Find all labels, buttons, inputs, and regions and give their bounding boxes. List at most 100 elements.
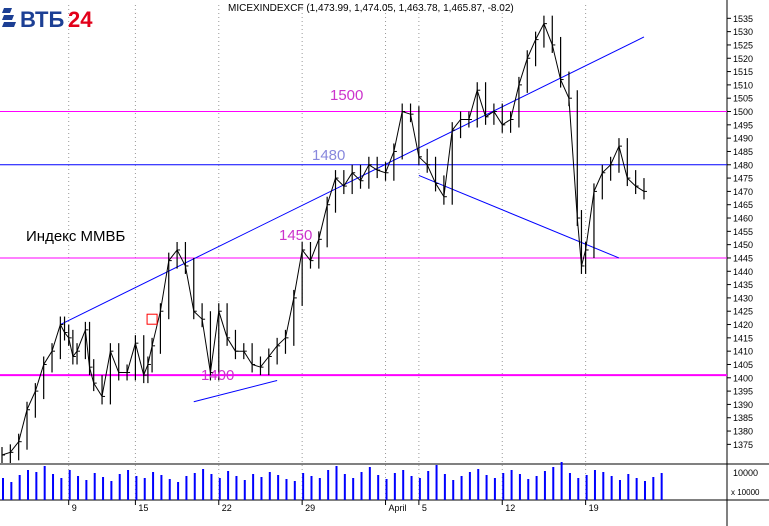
volume-bar xyxy=(93,473,96,500)
volume-bar xyxy=(618,480,621,500)
y-tick-label: 1435 xyxy=(733,280,753,290)
volume-bar xyxy=(193,473,196,500)
volume-bar xyxy=(502,473,505,500)
volume-bar xyxy=(285,479,288,500)
volume-bar xyxy=(135,476,138,500)
volume-bar xyxy=(410,476,413,500)
volume-bar xyxy=(568,473,571,500)
volume-bar xyxy=(235,476,238,500)
volume-bar xyxy=(377,475,380,500)
y-tick-label: 1415 xyxy=(733,333,753,343)
level-1400-label: 1400 xyxy=(201,367,235,384)
volume-bar xyxy=(527,479,530,500)
volume-bar xyxy=(168,479,171,500)
signal-marker xyxy=(146,313,158,325)
y-tick-label: 1500 xyxy=(733,107,753,117)
volume-bar xyxy=(510,470,513,500)
volume-bar xyxy=(127,470,130,500)
y-tick-label: 1485 xyxy=(733,147,753,157)
volume-bar xyxy=(577,478,580,500)
y-tick-label: 1455 xyxy=(733,227,753,237)
y-tick-label: 1425 xyxy=(733,307,753,317)
volume-bar xyxy=(427,471,430,500)
volume-bar xyxy=(35,472,38,500)
volume-bar xyxy=(643,481,646,500)
volume-bar xyxy=(210,474,213,500)
index-name-label: Индекс ММВБ xyxy=(26,228,126,245)
volume-bar xyxy=(418,478,421,500)
volume-bar xyxy=(243,480,246,500)
volume-bar xyxy=(402,470,405,500)
y-tick-label: 1410 xyxy=(733,347,753,357)
volume-bar xyxy=(493,478,496,500)
volume-bar xyxy=(585,475,588,500)
vtb24-logo: ВТБ 24 xyxy=(2,7,93,32)
volume-bar xyxy=(160,475,163,500)
volume-bar xyxy=(77,476,80,500)
volume-bar xyxy=(627,474,630,500)
volume-bar xyxy=(252,474,255,500)
level-1500-label: 1500 xyxy=(330,87,364,104)
volume-bar xyxy=(452,480,455,500)
volume-bar xyxy=(593,470,596,500)
y-tick-label: 1420 xyxy=(733,320,753,330)
y-tick-label: 1530 xyxy=(733,27,753,37)
y-tick-label: 1465 xyxy=(733,200,753,210)
volume-bar xyxy=(318,478,321,500)
volume-bar xyxy=(52,474,55,500)
volume-bar xyxy=(368,467,371,500)
y-tick-label: 1480 xyxy=(733,160,753,170)
volume-bar xyxy=(118,474,121,500)
volume-bar xyxy=(485,475,488,500)
volume-bar xyxy=(227,471,230,500)
volume-tick-label: 10000 xyxy=(733,468,758,478)
svg-text:24: 24 xyxy=(68,7,93,32)
x-tick-label: 19 xyxy=(589,503,599,513)
volume-bar xyxy=(652,477,655,500)
volume-bar xyxy=(2,478,4,500)
volume-bar xyxy=(360,472,363,500)
y-tick-label: 1440 xyxy=(733,267,753,277)
volume-bar xyxy=(660,473,663,500)
x-tick-label: 5 xyxy=(422,503,427,513)
y-tick-label: 1390 xyxy=(733,400,753,410)
volume-bar xyxy=(335,466,338,500)
volume-bar xyxy=(185,476,188,500)
volume-bar xyxy=(202,469,205,500)
y-tick-label: 1510 xyxy=(733,80,753,90)
volume-bar xyxy=(552,467,555,500)
volume-bar xyxy=(18,475,21,500)
volume-bar xyxy=(85,480,88,500)
volume-bar xyxy=(310,476,313,500)
volume-bar xyxy=(352,478,355,500)
x-tick-label: 12 xyxy=(505,503,515,513)
level-1450-label: 1450 xyxy=(279,227,313,244)
y-tick-label: 1460 xyxy=(733,214,753,224)
vtb-shield-icon xyxy=(2,8,16,27)
volume-bar xyxy=(327,470,330,500)
volume-bar xyxy=(543,471,546,500)
x-tick-label: 15 xyxy=(138,503,148,513)
volume-bar xyxy=(152,472,155,500)
y-tick-label: 1515 xyxy=(733,67,753,77)
x-tick-label: 9 xyxy=(72,503,77,513)
y-tick-label: 1400 xyxy=(733,373,753,383)
volume-bar xyxy=(102,477,105,500)
volume-bar xyxy=(518,474,521,500)
y-tick-label: 1385 xyxy=(733,413,753,423)
volume-unit-label: x 10000 xyxy=(731,488,760,497)
volume-bar xyxy=(443,474,446,500)
y-tick-label: 1525 xyxy=(733,40,753,50)
volume-bar xyxy=(393,473,396,500)
y-tick-label: 1495 xyxy=(733,120,753,130)
svg-text:ВТБ: ВТБ xyxy=(20,7,64,32)
volume-bar xyxy=(610,476,613,500)
y-tick-label: 1520 xyxy=(733,54,753,64)
level-1480-label: 1480 xyxy=(312,147,346,164)
volume-bar xyxy=(110,481,113,500)
volume-bar xyxy=(260,477,263,500)
volume-bar xyxy=(468,472,471,500)
y-tick-label: 1430 xyxy=(733,293,753,303)
y-tick-label: 1445 xyxy=(733,253,753,263)
